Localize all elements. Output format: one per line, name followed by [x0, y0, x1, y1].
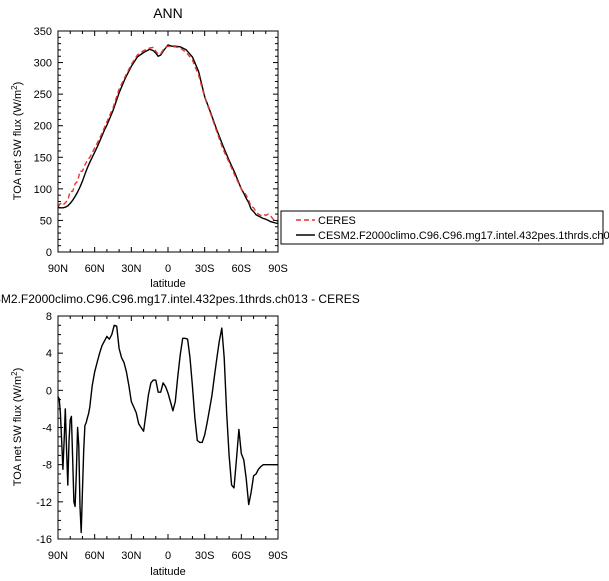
y-tick-label: -8	[42, 460, 52, 472]
x-tick-label: 30S	[195, 263, 215, 275]
series-line-difference	[57, 324, 278, 534]
bottom-chart-y-axis-label: TOA net SW flux (W/m2)	[10, 368, 24, 487]
legend-label-ceres: CERES	[318, 215, 356, 227]
top-chart-legend: CERES CESM2.F2000climo.C96.C96.mg17.inte…	[280, 210, 609, 245]
x-tick-label: 60N	[85, 550, 105, 562]
x-tick-label: 90S	[268, 263, 288, 275]
x-tick-label: 30N	[121, 550, 141, 562]
legend-label-model: CESM2.F2000climo.C96.C96.mg17.intel.432p…	[318, 230, 609, 242]
y-tick-label: 100	[34, 184, 52, 196]
bottom-chart-ticks	[57, 315, 279, 540]
y-tick-label: 4	[46, 348, 52, 360]
x-tick-label: 90N	[48, 263, 68, 275]
x-tick-label: 60N	[85, 263, 105, 275]
y-tick-label: 0	[46, 247, 52, 259]
top-chart-ticks	[57, 30, 279, 253]
y-tick-label: 50	[40, 215, 52, 227]
x-tick-label: 60S	[232, 550, 252, 562]
x-tick-label: 90N	[48, 550, 68, 562]
top-chart-y-axis-label: TOA net SW flux (W/m2)	[10, 82, 24, 201]
bottom-chart-frame	[57, 315, 279, 540]
x-tick-label: 0	[165, 550, 171, 562]
top-chart-panel: ANN 90N 60N 30N 0 30S 60S 90S 0 50 100 150 200 250 3…	[10, 5, 288, 290]
series-line-model	[57, 44, 279, 225]
y-tick-label: 350	[34, 26, 52, 38]
legend-frame	[280, 210, 604, 245]
y-tick-label: -12	[36, 497, 52, 509]
x-tick-label: 90S	[268, 550, 288, 562]
x-tick-label: 0	[165, 263, 171, 275]
x-tick-label: 30N	[121, 263, 141, 275]
y-tick-label: 150	[34, 152, 52, 164]
x-tick-label: 30S	[195, 550, 215, 562]
bottom-chart-x-axis-label: latitude	[150, 566, 185, 578]
top-chart-y-tick-labels: 0 50 100 150 200 250 300 350	[34, 26, 52, 259]
y-tick-label: -4	[42, 423, 52, 435]
y-tick-label: 8	[46, 311, 52, 323]
top-chart-frame	[57, 30, 279, 253]
y-tick-label: 200	[34, 121, 52, 133]
y-tick-label: -16	[36, 534, 52, 546]
y-tick-label: 300	[34, 58, 52, 70]
top-chart-x-axis-label: latitude	[150, 278, 185, 290]
y-tick-label: 250	[34, 89, 52, 101]
y-tick-label: 0	[46, 385, 52, 397]
series-line-ceres	[57, 45, 279, 223]
bottom-chart-y-tick-labels: -16 -12 -8 -4 0 4 8	[36, 311, 52, 546]
top-chart-title: ANN	[153, 5, 183, 21]
top-chart-x-tick-labels: 90N 60N 30N 0 30S 60S 90S	[48, 263, 288, 275]
top-chart-series	[57, 44, 279, 225]
bottom-chart-title: CESM2.F2000climo.C96.C96.mg17.intel.432p…	[0, 292, 360, 306]
bottom-chart-panel: CESM2.F2000climo.C96.C96.mg17.intel.432p…	[0, 292, 360, 578]
x-tick-label: 60S	[232, 263, 252, 275]
bottom-chart-series	[57, 324, 278, 534]
bottom-chart-x-tick-labels: 90N 60N 30N 0 30S 60S 90S	[48, 550, 288, 562]
